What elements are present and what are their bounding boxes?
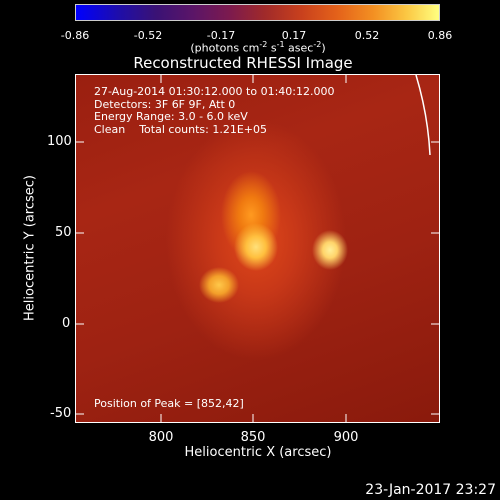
axis-right (439, 74, 440, 423)
datestamp: 23-Jan-2017 23:27 (365, 482, 496, 498)
axis-top (75, 74, 440, 75)
colorbar-tick: 0.52 (354, 29, 380, 42)
colorbar-units: (photons cm-2 s-1 asec-2) (190, 40, 326, 55)
info-clean-counts: Clean Total counts: 1.21E+05 (94, 122, 268, 136)
x-tick-label: 850 (240, 430, 266, 445)
y-tick-label: 50 (55, 225, 72, 240)
x-axis-label: Heliocentric X (arcsec) (184, 445, 332, 460)
y-tick-label: 0 (62, 316, 71, 331)
y-tick-label: 100 (47, 134, 72, 149)
y-tick-label: -50 (50, 406, 72, 421)
axis-bottom (75, 422, 440, 423)
colorbar-tick: -0.17 (206, 29, 236, 42)
info-time-range: 27-Aug-2014 01:30:12.000 to 01:40:12.000 (94, 85, 335, 98)
info-detectors: Detectors: 3F 6F 9F, Att 0 (94, 97, 236, 111)
x-tick-label: 800 (148, 430, 174, 445)
solar-limb-arc (415, 75, 431, 156)
colorbar-tick: 0.86 (427, 29, 453, 42)
colorbar-tick: -0.52 (133, 29, 163, 42)
colorbar-tick: 0.17 (281, 29, 307, 42)
colorbar-tick: -0.86 (60, 29, 90, 42)
y-axis-label: Heliocentric Y (arcsec) (22, 175, 38, 321)
observation-info: 27-Aug-2014 01:30:12.000 to 01:40:12.000… (94, 85, 335, 136)
peak-position: Position of Peak = [852,42] (94, 397, 244, 410)
x-tick-label: 900 (333, 430, 359, 445)
info-energy-range: Energy Range: 3.0 - 6.0 keV (94, 110, 248, 123)
plot-title: Reconstructed RHESSI Image (133, 54, 353, 72)
rhessi-image-heatmap (76, 75, 439, 422)
colorbar (75, 4, 440, 21)
axis-left (75, 74, 76, 423)
